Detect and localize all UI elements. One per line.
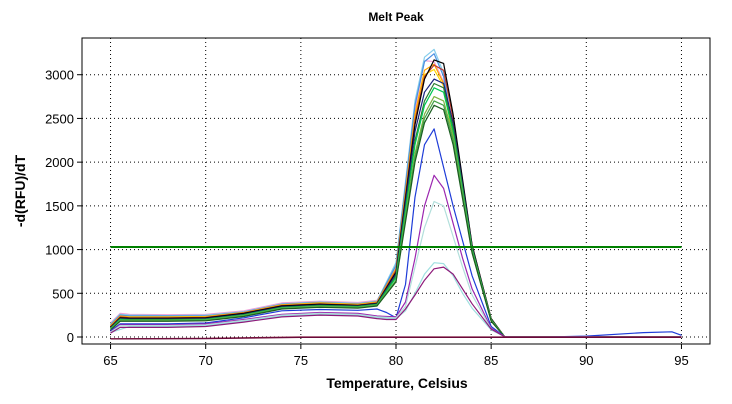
y-tick-label: 1500	[45, 199, 74, 214]
x-tick-label: 75	[294, 353, 308, 368]
x-tick-label: 95	[674, 353, 688, 368]
x-tick-label: 70	[198, 353, 212, 368]
grid-lines	[82, 38, 710, 344]
y-tick-label: 0	[67, 330, 74, 345]
series-line-19	[110, 336, 682, 340]
y-tick-label: 2000	[45, 155, 74, 170]
x-axis-ticks: 65 70 75 80 85 90 95	[103, 344, 689, 368]
y-axis-ticks: 0 500 1000 1500 2000 2500 3000	[45, 68, 82, 345]
x-axis-label: Temperature, Celsius	[326, 375, 468, 391]
x-tick-label: 90	[579, 353, 593, 368]
x-tick-label: 80	[389, 353, 403, 368]
y-tick-label: 500	[52, 286, 74, 301]
y-axis-label: -d(RFU)/dT	[12, 154, 28, 227]
series-group	[110, 48, 682, 340]
chart-title: Melt Peak	[368, 10, 424, 24]
y-tick-label: 2500	[45, 111, 74, 126]
series-line-17	[110, 266, 682, 338]
y-tick-label: 1000	[45, 243, 74, 258]
y-tick-label: 3000	[45, 68, 74, 83]
x-tick-label: 85	[484, 353, 498, 368]
x-tick-label: 65	[103, 353, 117, 368]
